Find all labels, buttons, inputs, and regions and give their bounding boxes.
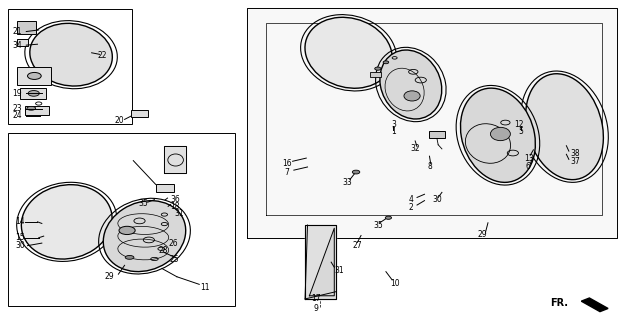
Text: 32: 32 xyxy=(411,144,421,153)
Ellipse shape xyxy=(125,255,134,259)
Text: 13: 13 xyxy=(524,154,534,163)
Text: 7: 7 xyxy=(284,168,289,177)
Text: 35: 35 xyxy=(374,220,383,229)
Ellipse shape xyxy=(103,201,186,272)
Bar xyxy=(156,184,174,192)
Text: 36: 36 xyxy=(171,196,181,204)
Ellipse shape xyxy=(383,61,389,64)
Text: 29: 29 xyxy=(478,230,487,239)
Ellipse shape xyxy=(27,106,36,110)
Text: 6: 6 xyxy=(525,162,530,171)
Text: 9: 9 xyxy=(313,304,318,313)
Ellipse shape xyxy=(21,185,112,259)
Polygon shape xyxy=(164,146,186,173)
Ellipse shape xyxy=(404,91,420,101)
Ellipse shape xyxy=(461,88,536,182)
Text: 21: 21 xyxy=(12,27,22,36)
Text: 1: 1 xyxy=(391,127,396,136)
Polygon shape xyxy=(581,298,608,312)
Text: 19: 19 xyxy=(12,89,22,98)
Text: 2: 2 xyxy=(409,203,414,212)
Ellipse shape xyxy=(491,127,511,141)
Text: 30: 30 xyxy=(15,241,25,250)
Ellipse shape xyxy=(305,17,392,88)
Bar xyxy=(17,67,51,84)
Bar xyxy=(8,9,132,124)
Text: 15: 15 xyxy=(15,233,25,242)
Text: 28: 28 xyxy=(158,246,168,255)
Text: 35: 35 xyxy=(138,199,148,208)
Bar xyxy=(20,88,46,99)
Polygon shape xyxy=(309,228,334,296)
Bar xyxy=(370,72,381,77)
Ellipse shape xyxy=(380,50,442,119)
Polygon shape xyxy=(305,225,336,299)
Text: 24: 24 xyxy=(12,111,22,120)
Bar xyxy=(8,133,235,306)
Text: 23: 23 xyxy=(12,104,22,113)
Text: 10: 10 xyxy=(390,279,400,288)
Text: 33: 33 xyxy=(342,178,352,187)
Text: 37: 37 xyxy=(571,157,581,166)
Text: 17: 17 xyxy=(311,294,321,303)
Text: 22: 22 xyxy=(98,51,107,60)
Text: 29: 29 xyxy=(104,272,114,281)
Ellipse shape xyxy=(352,170,360,174)
Text: 4: 4 xyxy=(409,195,414,204)
Text: 26: 26 xyxy=(168,239,177,248)
Text: 31: 31 xyxy=(174,209,184,219)
Bar xyxy=(131,110,148,117)
Text: 20: 20 xyxy=(114,116,124,125)
Text: 8: 8 xyxy=(428,162,432,171)
Text: 25: 25 xyxy=(169,255,179,264)
Text: 30: 30 xyxy=(432,195,442,204)
Text: 14: 14 xyxy=(15,217,25,226)
Ellipse shape xyxy=(526,74,603,180)
Text: 11: 11 xyxy=(201,283,210,292)
Text: 3: 3 xyxy=(391,120,396,129)
Polygon shape xyxy=(247,8,618,238)
Ellipse shape xyxy=(375,67,381,70)
Ellipse shape xyxy=(30,23,112,86)
Text: 34: 34 xyxy=(12,41,22,50)
Bar xyxy=(429,132,445,139)
Text: 27: 27 xyxy=(353,241,362,250)
Ellipse shape xyxy=(28,91,39,96)
Ellipse shape xyxy=(119,226,135,235)
Text: 31: 31 xyxy=(334,266,344,275)
Text: 16: 16 xyxy=(282,159,292,168)
Bar xyxy=(25,106,49,115)
Ellipse shape xyxy=(385,216,391,219)
Text: 12: 12 xyxy=(514,120,524,129)
Ellipse shape xyxy=(28,72,41,79)
Text: FR.: FR. xyxy=(550,298,568,308)
Bar xyxy=(17,21,36,34)
Text: 5: 5 xyxy=(519,127,523,136)
Bar xyxy=(17,39,28,46)
Text: 18: 18 xyxy=(171,203,180,212)
Text: 38: 38 xyxy=(571,149,581,158)
